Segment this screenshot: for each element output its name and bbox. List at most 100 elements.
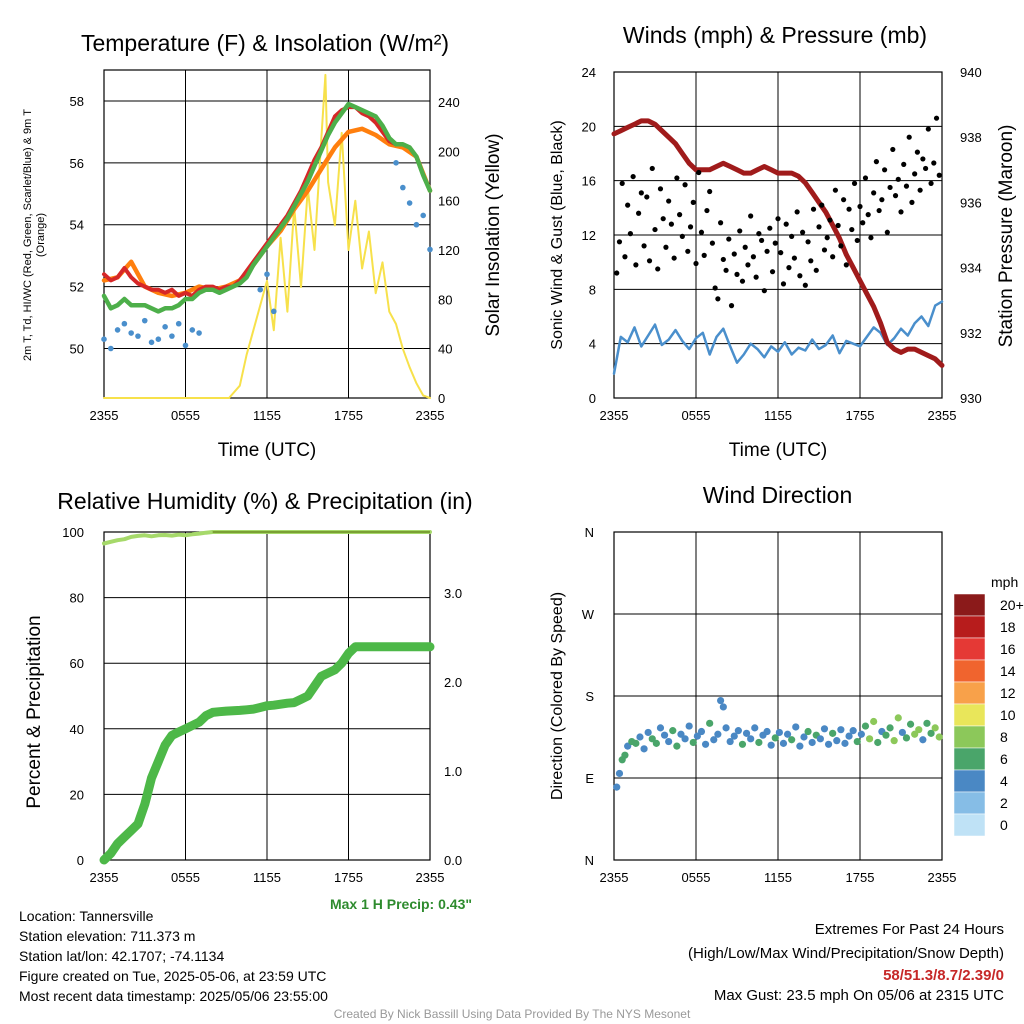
wind-ylabel-left: Sonic Wind & Gust (Blue, Black) bbox=[549, 85, 571, 385]
gust-point bbox=[767, 225, 773, 231]
direction-point bbox=[857, 730, 865, 738]
gust-point bbox=[835, 222, 841, 229]
heat-index-point bbox=[393, 160, 399, 166]
legend-label: 4 bbox=[1000, 773, 1008, 789]
gust-point bbox=[712, 285, 718, 291]
legend-swatch bbox=[953, 593, 986, 617]
direction-point bbox=[808, 738, 816, 747]
direction-tick-label: N bbox=[585, 853, 594, 868]
direction-point bbox=[734, 727, 742, 735]
gust-point bbox=[663, 244, 669, 250]
wind-ylabel-right-text: Station Pressure (Maroon) bbox=[996, 124, 1017, 348]
legend-swatch bbox=[953, 725, 986, 749]
station-latlon: Station lat/lon: 42.1707; -74.1134 bbox=[19, 948, 225, 964]
x-tick-label: 1155 bbox=[764, 408, 792, 423]
direction-point bbox=[919, 736, 927, 744]
gust-point bbox=[693, 260, 699, 267]
heat-index-point bbox=[257, 286, 264, 293]
extremes-title: Extremes For Past 24 Hours bbox=[814, 921, 1004, 938]
direction-point bbox=[804, 727, 812, 736]
y-right-tick-label: 932 bbox=[960, 326, 982, 341]
gust-point bbox=[925, 126, 931, 132]
direction-point bbox=[701, 740, 710, 748]
heat-index-point bbox=[107, 345, 114, 352]
y-tick-label: 4 bbox=[589, 337, 596, 352]
gust-point bbox=[901, 161, 907, 167]
temp-ylabel-right-text: Solar Insolation (Yellow) bbox=[483, 133, 504, 337]
gust-point bbox=[936, 172, 942, 178]
direction-point bbox=[730, 732, 738, 740]
direction-point bbox=[681, 735, 689, 743]
gust-point bbox=[728, 303, 735, 309]
y-right-tick-label: 160 bbox=[438, 194, 460, 209]
gust-point bbox=[846, 206, 852, 212]
direction-point bbox=[915, 726, 923, 734]
gust-point bbox=[660, 216, 666, 222]
gust-point bbox=[619, 180, 625, 186]
direction-point bbox=[710, 736, 718, 744]
wind-title-text: Winds (mph) & Pressure (mb) bbox=[622, 22, 928, 48]
direction-point bbox=[669, 727, 677, 735]
y-right-tick-label: 940 bbox=[960, 65, 982, 80]
wind-xlabel: Time (UTC) bbox=[614, 440, 942, 462]
gust-point bbox=[778, 250, 784, 256]
gust-point bbox=[696, 169, 702, 176]
y-tick-label: 8 bbox=[589, 282, 596, 297]
temp-ylabel-right: Solar Insolation (Yellow) bbox=[483, 105, 507, 365]
gust-point bbox=[685, 248, 691, 254]
x-tick-label: 0555 bbox=[682, 408, 711, 423]
gust-point bbox=[737, 228, 743, 234]
y-right-tick-label: 938 bbox=[960, 130, 982, 145]
gust-point bbox=[761, 288, 767, 294]
wind_direction-plot: 2355 0555 1155 1755 2355 N E S W N bbox=[582, 525, 957, 885]
gust-point bbox=[636, 210, 642, 216]
y-tick-label: 40 bbox=[70, 722, 84, 737]
legend-swatch bbox=[953, 747, 986, 771]
heat-index-point bbox=[406, 200, 413, 206]
figure-created: Figure created on Tue, 2025-05-06, at 23… bbox=[19, 968, 327, 984]
direction-point bbox=[931, 724, 939, 732]
direction-point bbox=[665, 737, 673, 746]
direction-point bbox=[644, 728, 652, 737]
gust-point bbox=[679, 233, 685, 239]
gust-point bbox=[794, 209, 800, 215]
x-tick-label: 0555 bbox=[171, 870, 200, 885]
gust-point bbox=[630, 173, 636, 180]
temp-ylabel-left: 2m T, Td, HI/WC (Red, Green, Scarlet/Blu… bbox=[22, 95, 50, 375]
direction-point bbox=[775, 728, 783, 737]
y-right-tick-label: 1.0 bbox=[444, 764, 462, 779]
gust-point bbox=[715, 296, 721, 302]
direction-point bbox=[902, 734, 911, 742]
heat-index-point bbox=[427, 246, 433, 253]
x-tick-label: 1755 bbox=[334, 408, 363, 423]
legend-swatch bbox=[953, 791, 986, 815]
y-right-tick-label: 936 bbox=[960, 195, 982, 210]
direction-point bbox=[837, 726, 845, 734]
y-right-tick-label: 240 bbox=[438, 95, 460, 110]
legend-label: 14 bbox=[1000, 663, 1016, 679]
station-elevation: Station elevation: 711.373 m bbox=[19, 928, 196, 944]
gust-point bbox=[892, 193, 899, 199]
gust-point bbox=[750, 254, 757, 260]
x-tick-label: 2355 bbox=[90, 870, 119, 885]
y-tick-label: 60 bbox=[70, 656, 84, 671]
direction-point bbox=[632, 739, 640, 747]
gust-point bbox=[764, 248, 770, 254]
extremes-block: Extremes For Past 24 Hours (High/Low/Max… bbox=[688, 918, 1004, 1006]
gust-point bbox=[868, 235, 874, 241]
y-right-tick-label: 200 bbox=[438, 144, 460, 159]
y-right-tick-label: 2.0 bbox=[444, 675, 462, 690]
gust-point bbox=[622, 254, 628, 260]
direction-point bbox=[890, 737, 898, 745]
gust-point bbox=[786, 265, 792, 271]
temp-xlabel: Time (UTC) bbox=[104, 440, 430, 462]
direction-point bbox=[824, 740, 833, 748]
heat-index-point bbox=[169, 333, 175, 339]
heat-index-point bbox=[182, 342, 189, 349]
x-tick-label: 2355 bbox=[928, 870, 957, 885]
direction-point bbox=[771, 734, 779, 742]
legend-label: 16 bbox=[1000, 641, 1016, 657]
direction-point bbox=[685, 722, 693, 730]
legend-label: 12 bbox=[1000, 685, 1016, 701]
legend-label: 20+ bbox=[1000, 597, 1024, 613]
